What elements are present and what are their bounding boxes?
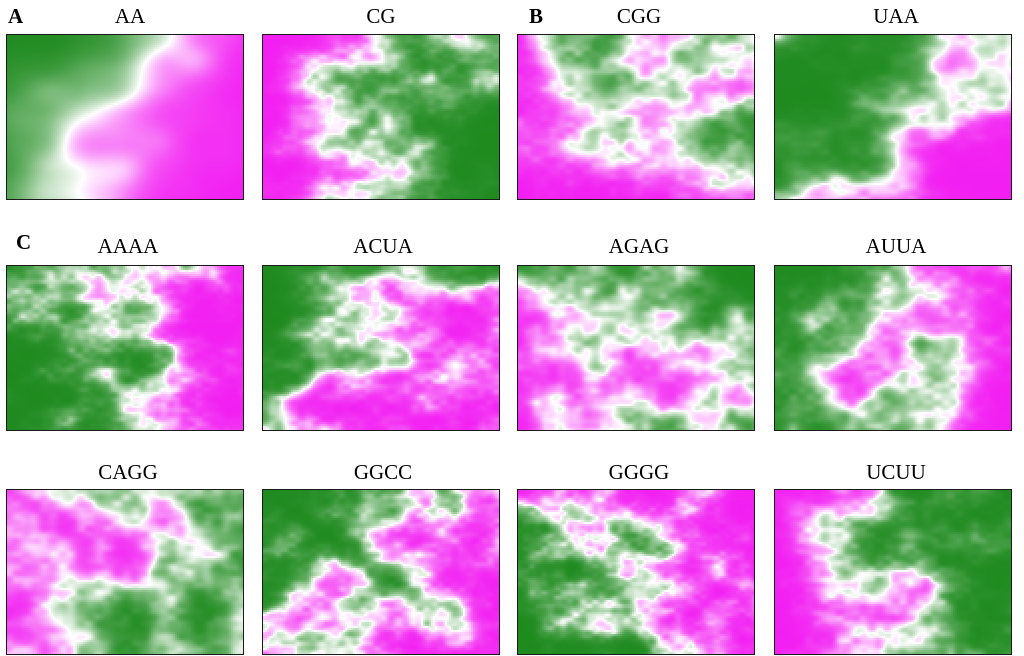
feature-map-cg	[262, 34, 500, 200]
map-title-cgg: CGG	[616, 4, 662, 28]
map-title-ggcc: GGCC	[353, 460, 413, 484]
feature-map-uaa	[774, 34, 1012, 200]
map-title-gggg: GGGG	[608, 460, 670, 484]
map-title-aa: AA	[114, 4, 146, 28]
feature-map-ggcc	[262, 489, 500, 655]
map-title-cg: CG	[366, 4, 396, 28]
feature-map-aa	[6, 34, 244, 200]
feature-map-ucuu	[774, 489, 1012, 655]
feature-map-acua	[262, 265, 500, 431]
map-title-aaaa: AAAA	[97, 234, 159, 258]
map-title-agag: AGAG	[608, 234, 670, 258]
feature-map-gggg	[517, 489, 755, 655]
feature-map-gggg-canvas	[518, 490, 754, 654]
feature-map-aaaa-canvas	[7, 266, 243, 430]
feature-map-cagg	[6, 489, 244, 655]
map-title-cagg: CAGG	[98, 460, 158, 484]
map-title-uaa: UAA	[873, 4, 919, 28]
feature-map-aa-canvas	[7, 35, 243, 199]
feature-map-cg-canvas	[263, 35, 499, 199]
feature-map-agag	[517, 265, 755, 431]
feature-map-auua-canvas	[775, 266, 1011, 430]
feature-map-uaa-canvas	[775, 35, 1011, 199]
feature-map-aaaa	[6, 265, 244, 431]
feature-map-cgg	[517, 34, 755, 200]
panel-label-b: B	[529, 4, 544, 28]
map-title-ucuu: UCUU	[866, 460, 926, 484]
feature-map-ggcc-canvas	[263, 490, 499, 654]
feature-map-agag-canvas	[518, 266, 754, 430]
feature-map-cgg-canvas	[518, 35, 754, 199]
feature-map-ucuu-canvas	[775, 490, 1011, 654]
panel-label-a: A	[8, 4, 24, 28]
map-title-auua: AUUA	[865, 234, 927, 258]
feature-map-auua	[774, 265, 1012, 431]
map-title-acua: ACUA	[353, 234, 413, 258]
panel-label-c: C	[16, 230, 32, 254]
feature-map-cagg-canvas	[7, 490, 243, 654]
feature-map-acua-canvas	[263, 266, 499, 430]
